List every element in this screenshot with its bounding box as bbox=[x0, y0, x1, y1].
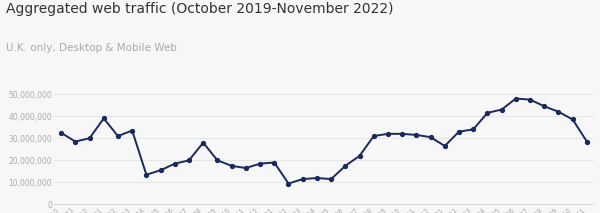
Text: Aggregated web traffic (October 2019-November 2022): Aggregated web traffic (October 2019-Nov… bbox=[6, 2, 394, 16]
Text: U.K. only, Desktop & Mobile Web: U.K. only, Desktop & Mobile Web bbox=[6, 43, 177, 53]
